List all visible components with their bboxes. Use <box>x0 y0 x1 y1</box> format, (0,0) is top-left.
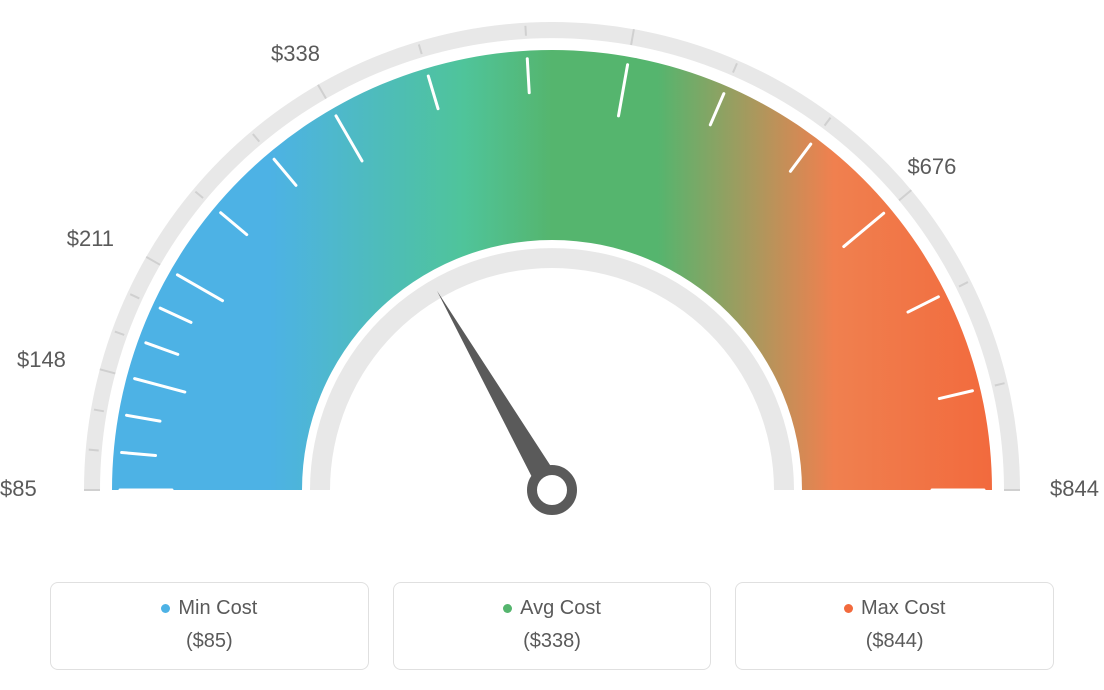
legend-row: Min Cost ($85) Avg Cost ($338) Max Cost … <box>50 582 1054 670</box>
chart-container: $85$148$211$338$507$676$844 Min Cost ($8… <box>0 0 1104 690</box>
legend-card-max: Max Cost ($844) <box>735 582 1054 670</box>
legend-label-min: Min Cost <box>178 597 257 619</box>
legend-value-avg: ($338) <box>394 630 711 653</box>
gauge-tick-label: $338 <box>271 41 320 67</box>
legend-title-avg: Avg Cost <box>394 597 711 620</box>
legend-title-min: Min Cost <box>51 597 368 620</box>
gauge-tick-label: $211 <box>67 226 114 252</box>
legend-card-avg: Avg Cost ($338) <box>393 582 712 670</box>
gauge-area: $85$148$211$338$507$676$844 <box>0 0 1104 570</box>
legend-dot-avg <box>503 604 512 613</box>
legend-dot-max <box>844 604 853 613</box>
legend-value-min: ($85) <box>51 630 368 653</box>
gauge-tick-label: $148 <box>17 347 66 373</box>
legend-card-min: Min Cost ($85) <box>50 582 369 670</box>
legend-label-avg: Avg Cost <box>520 597 601 619</box>
gauge-tick-label: $85 <box>0 476 37 502</box>
legend-value-max: ($844) <box>736 630 1053 653</box>
legend-title-max: Max Cost <box>736 597 1053 620</box>
legend-label-max: Max Cost <box>861 597 945 619</box>
gauge-svg <box>0 0 1104 570</box>
legend-dot-min <box>161 604 170 613</box>
gauge-tick-label: $676 <box>907 154 956 180</box>
gauge-tick-label: $844 <box>1050 476 1099 502</box>
